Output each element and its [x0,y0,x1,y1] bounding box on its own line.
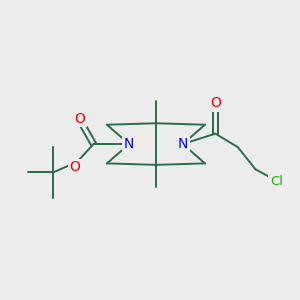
Text: N: N [124,137,134,151]
Text: O: O [75,112,86,126]
Text: N: N [178,137,188,151]
Text: O: O [210,96,221,110]
Text: O: O [70,160,80,174]
Text: Cl: Cl [270,175,283,188]
